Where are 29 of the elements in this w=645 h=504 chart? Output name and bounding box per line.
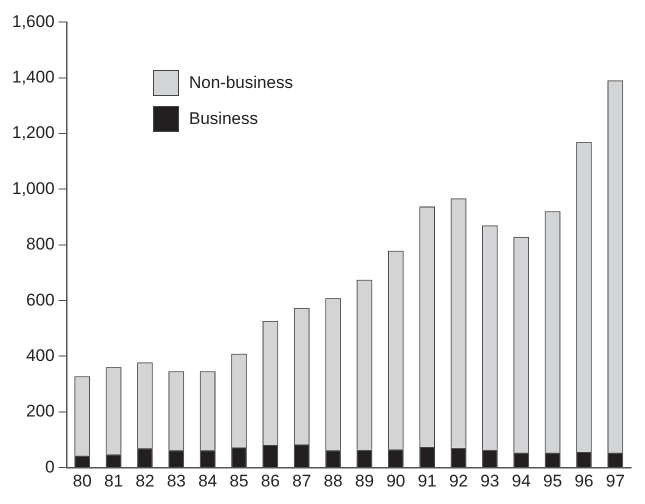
legend-label: Non-business [189, 73, 293, 93]
x-tick-label: 80 [72, 471, 92, 490]
y-tick-label: 0 [45, 457, 55, 476]
x-tick-label: 97 [606, 471, 625, 490]
x-tick-label: 82 [135, 471, 154, 490]
x-tick-label: 95 [543, 471, 562, 490]
x-tick-label: 87 [292, 471, 312, 490]
y-tick-label: 600 [26, 290, 55, 310]
y-tick-label: 400 [26, 346, 55, 365]
y-tick-label: 1,000 [12, 178, 55, 198]
y-tick-label: 200 [26, 402, 55, 421]
x-tick-label: 90 [386, 471, 406, 490]
y-tick-label: 1,400 [12, 68, 55, 87]
x-tick-label: 81 [104, 471, 124, 490]
x-tick-label: 89 [354, 471, 374, 490]
x-tick-label: 93 [480, 471, 500, 490]
x-tick-label: 88 [324, 471, 343, 490]
y-tick-label: 1,200 [12, 123, 55, 142]
legend-label: Business [189, 109, 258, 129]
x-tick-label: 85 [230, 471, 248, 490]
x-tick-label: 83 [166, 471, 186, 490]
x-tick-label: 84 [198, 471, 218, 490]
y-tick-label: 1,600 [12, 12, 55, 31]
y-tick-label: 800 [26, 234, 55, 254]
x-tick-label: 92 [449, 471, 468, 490]
x-tick-label: 91 [418, 471, 437, 490]
x-tick-label: 96 [574, 471, 594, 490]
x-tick-label: 94 [512, 471, 531, 490]
x-tick-label: 86 [260, 471, 280, 490]
